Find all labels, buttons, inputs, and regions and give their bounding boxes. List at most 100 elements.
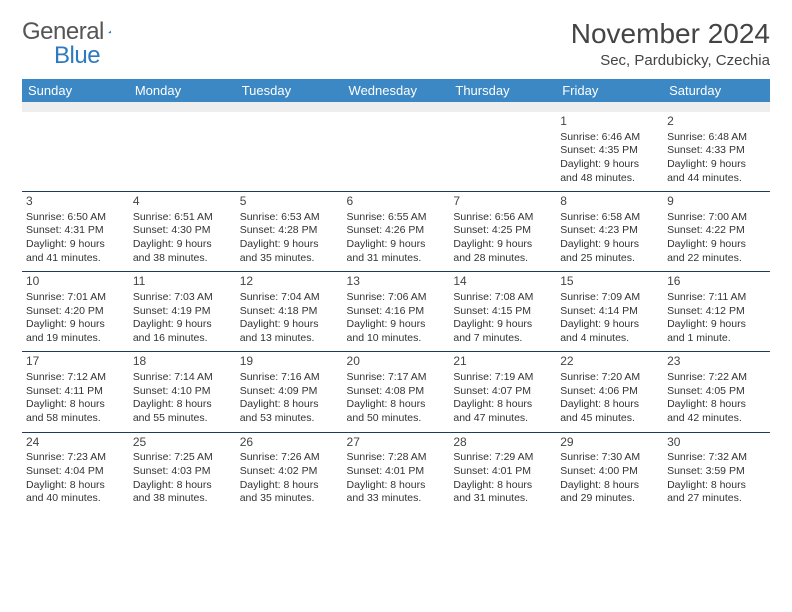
daylight-text-line1: Daylight: 9 hours bbox=[560, 238, 659, 252]
day-number: 29 bbox=[560, 435, 659, 451]
day-number: 23 bbox=[667, 354, 766, 370]
calendar-cell bbox=[22, 112, 129, 192]
daylight-text-line2: and 44 minutes. bbox=[667, 172, 766, 186]
daylight-text-line1: Daylight: 9 hours bbox=[26, 318, 125, 332]
calendar-cell: 10Sunrise: 7:01 AMSunset: 4:20 PMDayligh… bbox=[22, 272, 129, 352]
daylight-text-line2: and 42 minutes. bbox=[667, 412, 766, 426]
calendar-cell: 22Sunrise: 7:20 AMSunset: 4:06 PMDayligh… bbox=[556, 352, 663, 432]
daylight-text-line2: and 29 minutes. bbox=[560, 492, 659, 506]
day-number: 19 bbox=[240, 354, 339, 370]
sunset-text: Sunset: 4:30 PM bbox=[133, 224, 232, 238]
daylight-text-line1: Daylight: 8 hours bbox=[133, 398, 232, 412]
day-number: 2 bbox=[667, 114, 766, 130]
daylight-text-line2: and 1 minute. bbox=[667, 332, 766, 346]
daylight-text-line2: and 16 minutes. bbox=[133, 332, 232, 346]
daylight-text-line1: Daylight: 9 hours bbox=[240, 238, 339, 252]
calendar-cell: 8Sunrise: 6:58 AMSunset: 4:23 PMDaylight… bbox=[556, 192, 663, 272]
sunrise-text: Sunrise: 7:22 AM bbox=[667, 371, 766, 385]
daylight-text-line2: and 33 minutes. bbox=[347, 492, 446, 506]
sunset-text: Sunset: 4:33 PM bbox=[667, 144, 766, 158]
calendar-cell: 1Sunrise: 6:46 AMSunset: 4:35 PMDaylight… bbox=[556, 112, 663, 192]
calendar-table: Sunday Monday Tuesday Wednesday Thursday… bbox=[22, 79, 770, 512]
sunrise-text: Sunrise: 7:30 AM bbox=[560, 451, 659, 465]
calendar-cell bbox=[449, 112, 556, 192]
day-number: 25 bbox=[133, 435, 232, 451]
day-number: 30 bbox=[667, 435, 766, 451]
title-block: November 2024 Sec, Pardubicky, Czechia bbox=[571, 18, 770, 69]
daylight-text-line2: and 4 minutes. bbox=[560, 332, 659, 346]
calendar-cell: 6Sunrise: 6:55 AMSunset: 4:26 PMDaylight… bbox=[343, 192, 450, 272]
sunset-text: Sunset: 4:15 PM bbox=[453, 305, 552, 319]
logo-word2: Blue bbox=[54, 42, 100, 70]
sunrise-text: Sunrise: 7:25 AM bbox=[133, 451, 232, 465]
sunset-text: Sunset: 4:10 PM bbox=[133, 385, 232, 399]
day-header: Tuesday bbox=[236, 79, 343, 102]
sunrise-text: Sunrise: 7:23 AM bbox=[26, 451, 125, 465]
calendar-row: 17Sunrise: 7:12 AMSunset: 4:11 PMDayligh… bbox=[22, 352, 770, 432]
daylight-text-line1: Daylight: 9 hours bbox=[560, 318, 659, 332]
sunset-text: Sunset: 4:01 PM bbox=[347, 465, 446, 479]
sunrise-text: Sunrise: 7:32 AM bbox=[667, 451, 766, 465]
calendar-cell: 25Sunrise: 7:25 AMSunset: 4:03 PMDayligh… bbox=[129, 432, 236, 512]
sunrise-text: Sunrise: 6:46 AM bbox=[560, 131, 659, 145]
sunset-text: Sunset: 4:19 PM bbox=[133, 305, 232, 319]
sunrise-text: Sunrise: 6:51 AM bbox=[133, 211, 232, 225]
daylight-text-line1: Daylight: 8 hours bbox=[133, 479, 232, 493]
day-number: 22 bbox=[560, 354, 659, 370]
daylight-text-line2: and 40 minutes. bbox=[26, 492, 125, 506]
calendar-cell bbox=[343, 112, 450, 192]
calendar-cell: 26Sunrise: 7:26 AMSunset: 4:02 PMDayligh… bbox=[236, 432, 343, 512]
sunset-text: Sunset: 4:14 PM bbox=[560, 305, 659, 319]
daylight-text-line2: and 48 minutes. bbox=[560, 172, 659, 186]
daylight-text-line1: Daylight: 9 hours bbox=[347, 318, 446, 332]
calendar-cell: 16Sunrise: 7:11 AMSunset: 4:12 PMDayligh… bbox=[663, 272, 770, 352]
sunrise-text: Sunrise: 7:09 AM bbox=[560, 291, 659, 305]
sunset-text: Sunset: 4:23 PM bbox=[560, 224, 659, 238]
sunrise-text: Sunrise: 7:08 AM bbox=[453, 291, 552, 305]
calendar-cell: 13Sunrise: 7:06 AMSunset: 4:16 PMDayligh… bbox=[343, 272, 450, 352]
day-header: Monday bbox=[129, 79, 236, 102]
sunrise-text: Sunrise: 7:29 AM bbox=[453, 451, 552, 465]
daylight-text-line2: and 19 minutes. bbox=[26, 332, 125, 346]
daylight-text-line1: Daylight: 8 hours bbox=[667, 398, 766, 412]
calendar-cell: 18Sunrise: 7:14 AMSunset: 4:10 PMDayligh… bbox=[129, 352, 236, 432]
daylight-text-line1: Daylight: 8 hours bbox=[667, 479, 766, 493]
calendar-cell: 29Sunrise: 7:30 AMSunset: 4:00 PMDayligh… bbox=[556, 432, 663, 512]
calendar-cell: 27Sunrise: 7:28 AMSunset: 4:01 PMDayligh… bbox=[343, 432, 450, 512]
calendar-cell: 17Sunrise: 7:12 AMSunset: 4:11 PMDayligh… bbox=[22, 352, 129, 432]
day-number: 27 bbox=[347, 435, 446, 451]
calendar-cell: 19Sunrise: 7:16 AMSunset: 4:09 PMDayligh… bbox=[236, 352, 343, 432]
day-number: 14 bbox=[453, 274, 552, 290]
daylight-text-line2: and 22 minutes. bbox=[667, 252, 766, 266]
calendar-cell: 20Sunrise: 7:17 AMSunset: 4:08 PMDayligh… bbox=[343, 352, 450, 432]
calendar-cell bbox=[236, 112, 343, 192]
daylight-text-line2: and 10 minutes. bbox=[347, 332, 446, 346]
sunset-text: Sunset: 4:04 PM bbox=[26, 465, 125, 479]
day-number: 21 bbox=[453, 354, 552, 370]
daylight-text-line2: and 31 minutes. bbox=[347, 252, 446, 266]
day-number: 28 bbox=[453, 435, 552, 451]
daylight-text-line2: and 41 minutes. bbox=[26, 252, 125, 266]
sunrise-text: Sunrise: 6:48 AM bbox=[667, 131, 766, 145]
calendar-cell: 4Sunrise: 6:51 AMSunset: 4:30 PMDaylight… bbox=[129, 192, 236, 272]
day-number: 10 bbox=[26, 274, 125, 290]
calendar-body: 1Sunrise: 6:46 AMSunset: 4:35 PMDaylight… bbox=[22, 102, 770, 512]
sunrise-text: Sunrise: 6:58 AM bbox=[560, 211, 659, 225]
sunrise-text: Sunrise: 7:00 AM bbox=[667, 211, 766, 225]
month-title: November 2024 bbox=[571, 18, 770, 50]
sunrise-text: Sunrise: 6:53 AM bbox=[240, 211, 339, 225]
day-number: 15 bbox=[560, 274, 659, 290]
daylight-text-line2: and 53 minutes. bbox=[240, 412, 339, 426]
daylight-text-line1: Daylight: 9 hours bbox=[133, 238, 232, 252]
sunset-text: Sunset: 4:00 PM bbox=[560, 465, 659, 479]
day-number: 17 bbox=[26, 354, 125, 370]
daylight-text-line1: Daylight: 8 hours bbox=[453, 398, 552, 412]
sunset-text: Sunset: 4:35 PM bbox=[560, 144, 659, 158]
calendar-row: 1Sunrise: 6:46 AMSunset: 4:35 PMDaylight… bbox=[22, 112, 770, 192]
daylight-text-line2: and 27 minutes. bbox=[667, 492, 766, 506]
sunrise-text: Sunrise: 7:04 AM bbox=[240, 291, 339, 305]
day-number: 4 bbox=[133, 194, 232, 210]
spacer-row bbox=[22, 102, 770, 112]
daylight-text-line1: Daylight: 9 hours bbox=[560, 158, 659, 172]
day-header-row: Sunday Monday Tuesday Wednesday Thursday… bbox=[22, 79, 770, 102]
